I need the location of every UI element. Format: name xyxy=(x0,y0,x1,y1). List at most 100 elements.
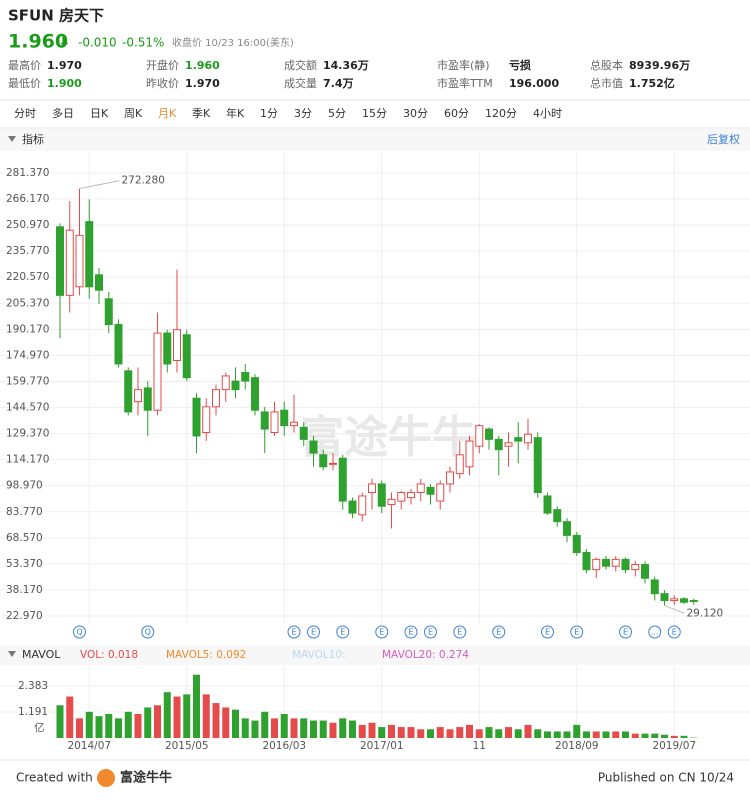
event-label: E xyxy=(545,628,550,637)
volume-bar xyxy=(602,731,610,738)
period-tab[interactable]: 季K xyxy=(192,107,211,120)
y-tick-label: 129.370 xyxy=(6,428,49,440)
candle-body xyxy=(387,498,396,506)
y-tick-label: 83.770 xyxy=(6,506,43,518)
y-tick-label: 114.170 xyxy=(6,454,49,466)
event-marker[interactable] xyxy=(404,625,418,639)
period-tab[interactable]: 月K xyxy=(158,107,177,120)
candle-body xyxy=(660,593,669,602)
volume-bar xyxy=(485,727,493,738)
volume-bar xyxy=(524,724,532,738)
footer-created: Created with xyxy=(16,771,93,785)
event-marker[interactable] xyxy=(424,625,437,639)
candle-body xyxy=(192,397,201,437)
candle-body xyxy=(475,425,484,447)
brand-logo xyxy=(97,769,115,787)
candle-body xyxy=(251,377,259,411)
volume-bar xyxy=(514,729,522,738)
event-marker[interactable] xyxy=(73,625,86,639)
period-tab[interactable]: 60分 xyxy=(444,107,469,120)
stat-label: 成交量 xyxy=(284,76,317,90)
period-tab[interactable]: 3分 xyxy=(294,107,312,120)
volume-bar xyxy=(300,718,308,738)
candle-body xyxy=(358,495,367,516)
event-marker[interactable] xyxy=(287,625,301,639)
event-label: E xyxy=(457,628,462,637)
x-tick-label: 2018/09 xyxy=(555,740,599,752)
candle-body xyxy=(407,492,415,499)
volume-toolbar xyxy=(0,645,750,665)
volume-bar xyxy=(115,718,122,738)
period-tab[interactable]: 1分 xyxy=(260,107,278,120)
candle-body xyxy=(514,437,523,442)
watermark: 富途牛牛 xyxy=(300,412,476,463)
candle-body xyxy=(231,380,240,391)
volume-bar xyxy=(544,731,551,738)
period-tab[interactable]: 120分 xyxy=(485,107,517,120)
candle-body xyxy=(270,411,279,434)
adjust-button[interactable]: 后复权 xyxy=(707,132,740,146)
volume-bar xyxy=(670,735,678,738)
candle-body xyxy=(416,483,425,494)
period-tab[interactable]: 多日 xyxy=(52,106,74,120)
price-arrow: ⬇ xyxy=(58,33,71,51)
legend-entry: MAVOL20: 0.274 xyxy=(382,649,469,661)
event-marker[interactable] xyxy=(619,625,632,639)
y-tick-label: 38.170 xyxy=(6,584,43,596)
indicator-button[interactable]: 指标 xyxy=(22,132,44,146)
volume-bar xyxy=(232,709,239,738)
volume-bar xyxy=(349,720,356,738)
y-tick-label: 68.570 xyxy=(6,532,43,544)
event-marker[interactable] xyxy=(307,625,320,639)
volume-bar xyxy=(592,731,600,738)
stat-label: 最高价 xyxy=(8,58,41,72)
period-tab[interactable]: 15分 xyxy=(362,107,387,120)
period-tab[interactable]: 分时 xyxy=(14,107,36,120)
y-tick-label: 266.170 xyxy=(6,193,49,205)
period-tab[interactable]: 日K xyxy=(90,107,109,120)
event-marker[interactable] xyxy=(375,625,389,639)
volume-bar xyxy=(66,696,74,738)
period-tab[interactable]: 周K xyxy=(124,107,143,120)
candle-body xyxy=(680,598,688,603)
candle-body xyxy=(163,332,172,365)
x-tick-label: 2017/01 xyxy=(360,740,404,752)
event-marker[interactable] xyxy=(570,625,584,639)
volume-bar xyxy=(261,711,269,738)
volume-bar xyxy=(358,724,366,738)
candle-body xyxy=(641,564,649,579)
stat-label: 总股本 xyxy=(590,58,623,72)
volume-bar xyxy=(222,707,230,738)
event-marker[interactable] xyxy=(541,625,554,639)
x-tick-label: 2016/03 xyxy=(262,740,306,752)
y-tick-label: 159.770 xyxy=(6,375,49,387)
event-marker[interactable] xyxy=(648,625,662,639)
event-marker[interactable] xyxy=(667,625,681,639)
event-label: E xyxy=(428,628,433,637)
change-pct: -0.51% xyxy=(122,36,164,50)
candle-body xyxy=(143,387,152,411)
volume-bar xyxy=(553,731,561,738)
volume-bar xyxy=(563,731,571,738)
candle-body xyxy=(563,521,571,536)
event-label: E xyxy=(340,628,345,637)
event-marker[interactable] xyxy=(453,625,467,639)
event-marker[interactable] xyxy=(492,625,506,639)
volume-bar xyxy=(173,696,181,738)
candle-body xyxy=(114,324,123,365)
volume-bar xyxy=(144,707,152,738)
event-marker[interactable] xyxy=(336,625,350,639)
period-tab[interactable]: 5分 xyxy=(328,107,346,120)
period-tab[interactable]: 年K xyxy=(226,106,245,120)
volume-bar xyxy=(407,727,415,738)
event-marker[interactable] xyxy=(141,625,155,639)
candle-body xyxy=(670,598,679,602)
volume-bar xyxy=(339,718,347,738)
candle-body xyxy=(104,298,113,326)
period-tab[interactable]: 4小时 xyxy=(533,107,562,120)
period-tab[interactable]: 30分 xyxy=(403,107,428,120)
footer-brand: 富途牛牛 xyxy=(120,770,172,786)
candle-body xyxy=(221,375,230,391)
